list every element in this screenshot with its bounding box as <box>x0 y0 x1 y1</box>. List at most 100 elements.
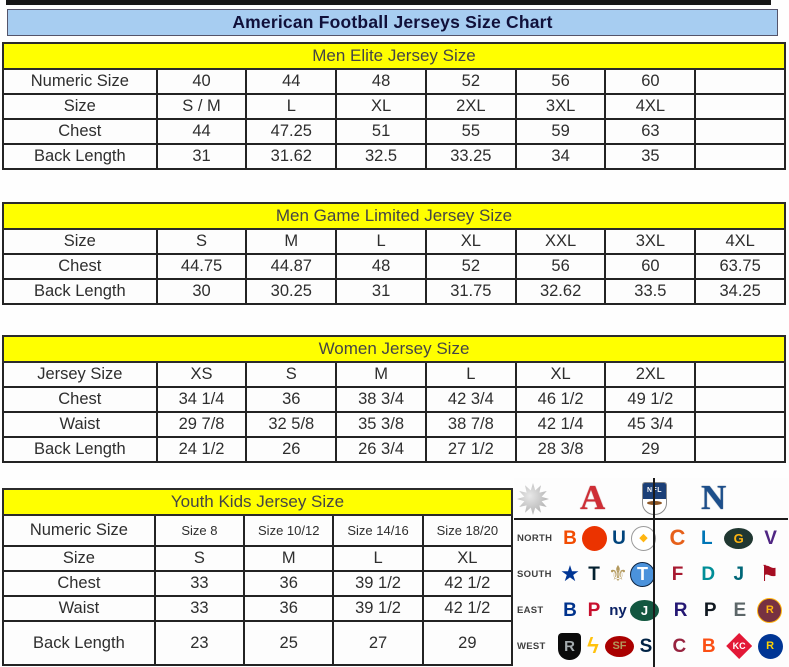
table-cell: 27 1/2 <box>424 438 515 461</box>
table-cell: Size 18/20 <box>421 516 514 545</box>
table-cell: L <box>332 547 421 570</box>
table-cell: 35 <box>604 145 694 168</box>
section-header-men-elite: Men Elite Jersey Size <box>2 42 786 70</box>
table-cell: 63 <box>604 120 694 143</box>
table-cell: 36 <box>245 388 335 411</box>
table-cell: XL <box>335 95 425 118</box>
table-cell: M <box>245 230 335 253</box>
bengals-logo: B <box>563 527 577 549</box>
table-cell: 34.25 <box>694 280 787 303</box>
men-elite-size-table: Numeric Size 40 44 48 52 56 60 Size S / M L XL 2XL 3… <box>2 70 787 170</box>
texans-logo: T <box>588 563 600 585</box>
table-cell: 45 3/4 <box>604 413 694 436</box>
table-cell: 47.25 <box>245 120 335 143</box>
nfl-logo-panel: A NFL N NORTHBU◆CLGVSOUTH★T⚜TFDJ⚑EASTBPn… <box>514 478 788 667</box>
table-cell <box>694 413 787 436</box>
bears-logo: C <box>669 525 686 550</box>
table-cell: 31.62 <box>245 145 335 168</box>
table-cell <box>694 120 787 143</box>
raiders-logo: R <box>558 632 581 660</box>
table-row: Back Length 24 1/2 26 26 3/4 27 1/2 28 3/8 29 <box>2 438 787 463</box>
row-label: Size <box>2 547 154 570</box>
table-row: Chest 44.75 44.87 48 52 56 60 63.75 <box>2 255 787 280</box>
saints-logo: ⚜ <box>608 561 628 586</box>
division-label: EAST <box>517 604 544 616</box>
table-cell: S / M <box>155 95 246 118</box>
table-cell: 24 1/2 <box>155 438 246 461</box>
afc-division-logos: B U ◆ <box>558 525 656 552</box>
row-label: Numeric Size <box>2 70 156 93</box>
table-cell: 33.25 <box>424 145 515 168</box>
table-row: Chest 33 36 39 1/2 42 1/2 <box>2 572 514 597</box>
cardinals-logo: C <box>672 635 687 657</box>
table-cell: 35 3/8 <box>335 413 425 436</box>
table-row: Jersey Size XS S M L XL 2XL <box>2 363 787 388</box>
table-row: Size S / M L XL 2XL 3XL 4XL <box>2 95 787 120</box>
table-row: Waist 33 36 39 1/2 42 1/2 <box>2 597 514 622</box>
buccaneers-logo: ⚑ <box>759 561 780 586</box>
row-label: Jersey Size <box>2 363 156 386</box>
giants-logo: ny <box>609 601 627 619</box>
table-cell: 4XL <box>604 95 694 118</box>
division-label: WEST <box>517 640 546 652</box>
table-cell: XS <box>155 363 246 386</box>
table-cell: 33.5 <box>604 280 694 303</box>
table-cell: 52 <box>424 70 515 93</box>
table-cell: 48 <box>335 255 425 278</box>
table-row: Chest 34 1/4 36 38 3/4 42 3/4 46 1/2 49 1/2 <box>2 388 787 413</box>
row-label: Chest <box>2 388 156 411</box>
afc-logo: A <box>580 478 606 517</box>
division-label: NORTH <box>517 532 553 544</box>
table-cell: M <box>243 547 332 570</box>
row-label: Chest <box>2 255 156 278</box>
table-cell: 32.62 <box>514 280 605 303</box>
colts-logo: U <box>612 527 626 549</box>
afc-nfc-divider <box>653 478 655 667</box>
table-cell: 33 <box>153 597 243 620</box>
row-label: Back Length <box>2 622 154 664</box>
row-label: Numeric Size <box>2 516 154 545</box>
table-row: Back Length 23 25 27 29 <box>2 622 514 666</box>
table-cell: 60 <box>604 70 694 93</box>
table-cell: Size 14/16 <box>332 516 421 545</box>
eagles-logo: E <box>733 599 747 621</box>
table-cell: 42 3/4 <box>424 388 515 411</box>
table-cell: 51 <box>335 120 425 143</box>
seahawks-logo: S <box>639 635 653 657</box>
table-cell: 39 1/2 <box>332 597 421 620</box>
table-cell: 2XL <box>424 95 515 118</box>
fortyniners-logo: SF <box>605 635 634 657</box>
table-row: Chest 44 47.25 51 55 59 63 <box>2 120 787 145</box>
table-cell: 56 <box>514 70 605 93</box>
table-cell: 44.75 <box>155 255 246 278</box>
table-cell: L <box>335 230 425 253</box>
top-border-strip <box>6 0 771 5</box>
table-cell: Size 10/12 <box>243 516 332 545</box>
chargers-logo: ϟ <box>587 633 599 658</box>
women-size-table: Jersey Size XS S M L XL 2XL Chest 34 1/4 36 38 3/4… <box>2 363 787 463</box>
table-cell: 31 <box>335 280 425 303</box>
table-cell: L <box>424 363 515 386</box>
patriots-logo: P <box>587 599 601 621</box>
row-label: Size <box>2 95 156 118</box>
table-cell: 55 <box>424 120 515 143</box>
bills-logo: B <box>563 599 577 621</box>
table-row: Back Length 30 30.25 31 31.75 32.62 33.5 34.25 <box>2 280 787 305</box>
nfc-division-logos: F D J ⚑ <box>655 561 788 588</box>
section-header-men-game-limited: Men Game Limited Jersey Size <box>2 202 786 230</box>
table-cell: 3XL <box>604 230 694 253</box>
table-cell: 29 <box>421 622 514 664</box>
panthers-logo: P <box>703 599 717 621</box>
section-header-women: Women Jersey Size <box>2 335 786 363</box>
table-cell <box>694 70 787 93</box>
table-row: Waist 29 7/8 32 5/8 35 3/8 38 7/8 42 1/4 45 3/… <box>2 413 787 438</box>
table-cell: L <box>245 95 335 118</box>
table-cell <box>694 95 787 118</box>
